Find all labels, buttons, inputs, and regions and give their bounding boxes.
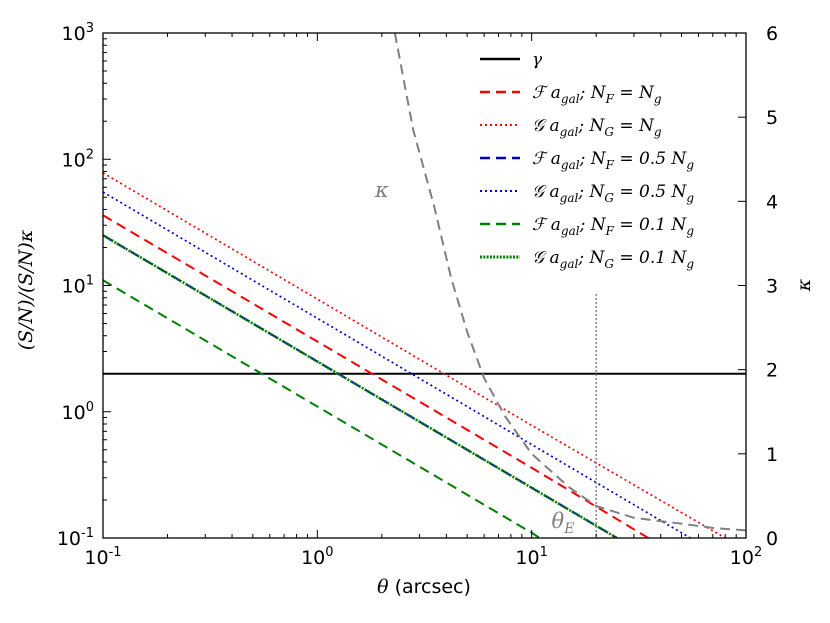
y-tick-label-3: 102 <box>62 147 94 171</box>
x-axis-label: θ (arcsec) <box>377 576 471 598</box>
annotations: κ θE <box>374 178 574 537</box>
x-axis-theta: θ <box>377 576 389 598</box>
series-line-5 <box>103 279 542 538</box>
x-tick-label-1: 100 <box>301 545 333 569</box>
y2-tick-label-1: 1 <box>766 444 778 466</box>
y-axis-label: (S/N)/(S/N)κ <box>15 229 37 350</box>
annotation-1: θE <box>552 509 575 537</box>
legend-entry-2: 𝒢 agal; NG = Ng <box>532 116 662 139</box>
annotation-0: κ <box>374 178 389 202</box>
x-tick-label-0: 10-1 <box>84 545 121 569</box>
y2-tick-label-4: 4 <box>766 191 778 213</box>
series-line-7 <box>393 33 746 532</box>
legend-entry-1: ℱ agal; NF = Ng <box>532 83 662 106</box>
y2-tick-label-2: 2 <box>766 360 778 382</box>
plot-frame <box>102 32 747 539</box>
legend: γ ℱ agal; NF = Ng 𝒢 agal; NG = Ng ℱ agal; N… <box>480 50 694 271</box>
legend-entry-0: γ <box>532 50 543 70</box>
x-tick-label-3: 102 <box>730 545 762 569</box>
series-line-1 <box>103 214 649 538</box>
legend-entry-3: ℱ agal; NF = 0.5 Ng <box>532 149 694 172</box>
x-axis-units: (arcsec) <box>389 576 471 598</box>
legend-entry-5: ℱ agal; NF = 0.1 Ng <box>532 215 694 238</box>
x-tick-label-2: 101 <box>515 545 547 569</box>
y-tick-label-4: 103 <box>62 21 94 45</box>
series-line-6 <box>103 234 618 538</box>
y-tick-label-0: 10-1 <box>57 526 94 550</box>
legend-entry-4: 𝒢 agal; NG = 0.5 Ng <box>532 182 694 205</box>
y-tick-label-1: 100 <box>62 400 94 424</box>
y2-tick-label-6: 6 <box>766 23 778 45</box>
series-lines <box>103 33 746 538</box>
y-tick-label-2: 101 <box>62 274 94 298</box>
y2-tick-label-0: 0 <box>766 528 778 550</box>
y2-tick-label-5: 5 <box>766 107 778 129</box>
y2-tick-label-3: 3 <box>766 276 778 298</box>
y2-axis-label: κ <box>793 278 815 292</box>
y-axis-text: (S/N)/(S/N)κ <box>15 229 37 350</box>
legend-entry-6: 𝒢 agal; NG = 0.1 Ng <box>532 248 694 271</box>
